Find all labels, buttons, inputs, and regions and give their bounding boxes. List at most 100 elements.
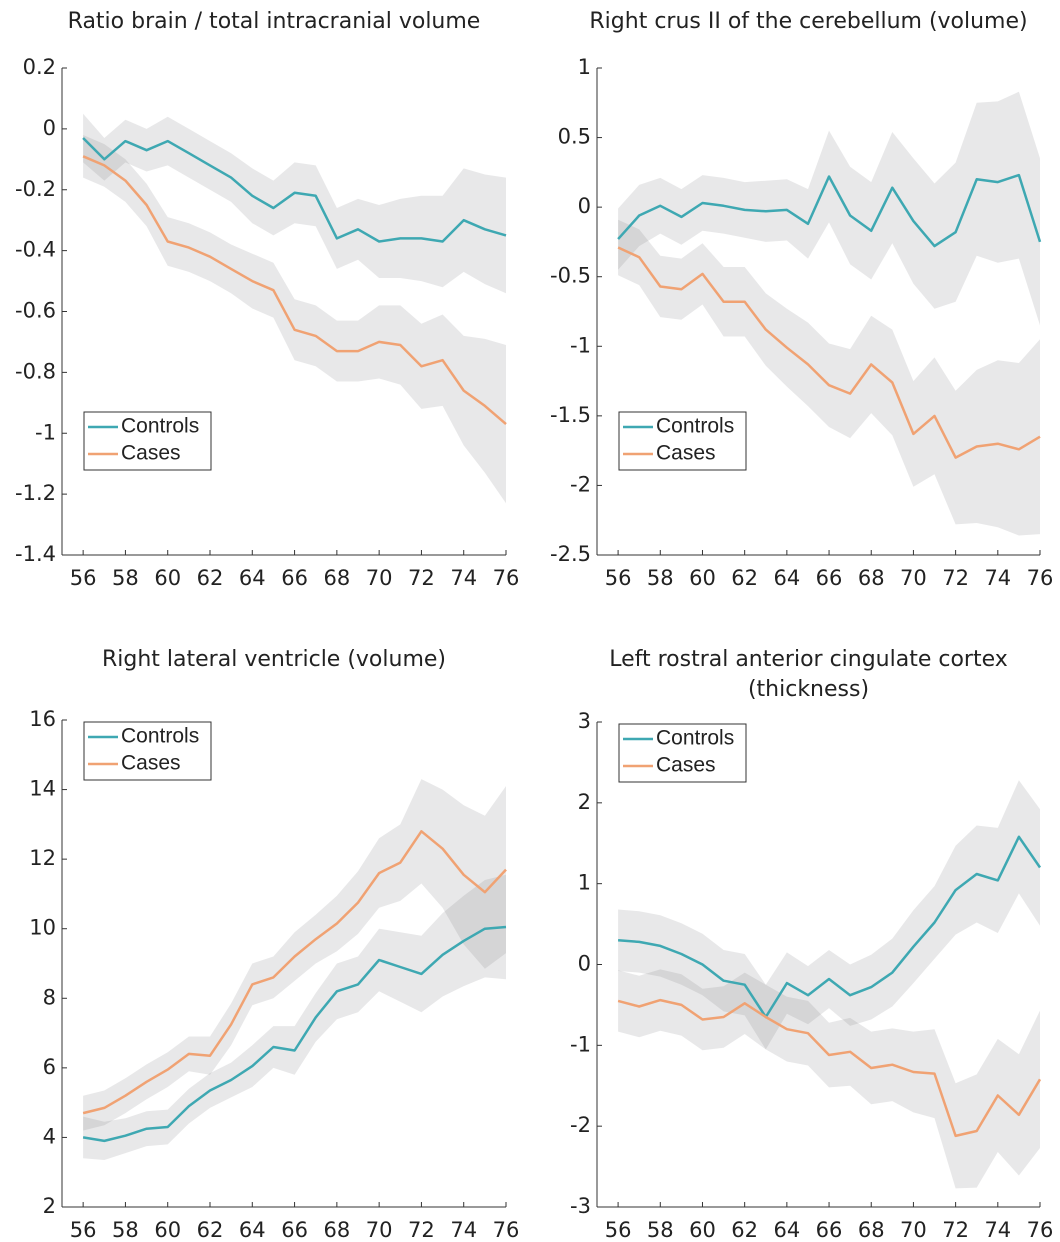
y-tick-label: -0.5 (550, 264, 591, 288)
y-tick-label: 8 (43, 985, 56, 1009)
x-tick-label: 64 (239, 1218, 266, 1242)
x-tick-label: 68 (323, 1218, 350, 1242)
legend-label: Cases (121, 752, 181, 775)
x-tick-label: 68 (858, 1218, 885, 1242)
y-tick-label: -1.4 (15, 542, 56, 566)
y-tick-label: 10 (29, 916, 56, 940)
legend-box (83, 721, 212, 781)
x-tick-label: 60 (154, 1218, 181, 1242)
error-band (83, 135, 506, 504)
legend-label: Controls (656, 727, 734, 750)
x-tick-label: 72 (408, 566, 435, 590)
series-line (82, 155, 507, 426)
y-tick-label: -2 (570, 1113, 591, 1137)
panel: Right lateral ventricle (volume)24681012… (29, 647, 519, 1242)
x-tick-label: 70 (900, 566, 927, 590)
x-tick-label: 66 (281, 566, 308, 590)
x-tick-label: 60 (154, 566, 181, 590)
y-tick-label: 16 (29, 707, 56, 731)
series-line (617, 246, 1041, 459)
legend: Controls Cases (83, 411, 212, 471)
error-band (83, 874, 506, 1160)
legend-box (618, 411, 747, 471)
x-tick-label: 58 (112, 1218, 139, 1242)
y-tick-label: 14 (29, 777, 56, 801)
y-tick-label: 3 (578, 709, 591, 733)
chart-title: Right crus II of the cerebellum (volume) (589, 9, 1027, 34)
x-tick-label: 76 (1027, 1218, 1054, 1242)
series-line (617, 998, 1042, 1138)
y-tick-label: 2 (43, 1194, 56, 1218)
x-tick-label: 60 (689, 1218, 716, 1242)
error-band (618, 219, 1040, 536)
x-tick-label: 56 (70, 566, 97, 590)
panel: Left rostral anterior cingulate cortex (t… (570, 647, 1053, 1242)
y-tick-label: -1 (570, 1032, 591, 1056)
x-tick-label: 64 (239, 566, 266, 590)
panel: Ratio brain / total intracranial volume -… (15, 9, 519, 590)
panel: Right crus II of the cerebellum (volume)… (550, 9, 1053, 590)
series-line (82, 830, 507, 1115)
legend-label: Controls (656, 415, 734, 438)
y-tick-label: -0.2 (15, 177, 56, 201)
legend: Controls Cases (618, 723, 747, 783)
legend: Controls Cases (83, 721, 212, 781)
x-tick-label: 64 (773, 1218, 800, 1242)
x-tick-label: 66 (816, 566, 843, 590)
x-tick-label: 76 (493, 1218, 520, 1242)
y-tick-label: 6 (43, 1055, 56, 1079)
x-tick-label: 58 (112, 566, 139, 590)
error-band (83, 779, 506, 1131)
error-band (618, 780, 1040, 1050)
y-tick-label: 2 (578, 790, 591, 814)
y-tick-label: 1 (578, 871, 591, 895)
chart-title: (thickness) (748, 677, 869, 702)
x-tick-label: 64 (773, 566, 800, 590)
y-tick-label: 1 (578, 55, 591, 79)
x-tick-label: 58 (647, 566, 674, 590)
series-line (82, 137, 507, 243)
x-tick-label: 76 (1027, 566, 1054, 590)
error-band (618, 969, 1040, 1189)
x-tick-label: 72 (942, 566, 969, 590)
y-tick-label: -1.5 (550, 403, 591, 427)
legend-label: Controls (121, 725, 199, 748)
legend-label: Cases (656, 442, 716, 465)
x-tick-label: 66 (816, 1218, 843, 1242)
legend-label: Cases (656, 754, 716, 777)
y-tick-label: 12 (29, 846, 56, 870)
y-tick-label: 0 (578, 194, 591, 218)
x-tick-label: 72 (408, 1218, 435, 1242)
y-tick-label: -2.5 (550, 542, 591, 566)
x-tick-label: 56 (605, 566, 632, 590)
x-tick-label: 74 (450, 1218, 477, 1242)
error-band (83, 113, 506, 294)
y-tick-label: 4 (43, 1124, 56, 1148)
y-tick-label: 0.2 (23, 55, 56, 79)
x-tick-label: 70 (900, 1218, 927, 1242)
y-tick-label: 0 (578, 952, 591, 976)
y-tick-label: -0.4 (15, 238, 56, 262)
series-line (618, 835, 1042, 1019)
x-tick-label: 66 (281, 1218, 308, 1242)
x-tick-label: 62 (197, 1218, 224, 1242)
error-band (618, 91, 1040, 326)
legend-label: Cases (121, 442, 181, 465)
x-tick-label: 60 (689, 566, 716, 590)
x-tick-label: 74 (984, 1218, 1011, 1242)
y-tick-label: -0.6 (15, 299, 56, 323)
series-line (82, 925, 507, 1143)
y-tick-label: -2 (570, 472, 591, 496)
x-tick-label: 58 (647, 1218, 674, 1242)
legend: Controls Cases (618, 411, 747, 471)
chart-title: Right lateral ventricle (volume) (102, 647, 446, 672)
y-tick-label: -3 (570, 1194, 591, 1218)
x-tick-label: 68 (323, 566, 350, 590)
x-tick-label: 72 (942, 1218, 969, 1242)
x-tick-label: 68 (858, 566, 885, 590)
x-tick-label: 76 (493, 566, 520, 590)
y-tick-label: -1 (35, 420, 56, 444)
y-tick-label: -1 (570, 333, 591, 357)
y-tick-label: -0.8 (15, 359, 56, 383)
